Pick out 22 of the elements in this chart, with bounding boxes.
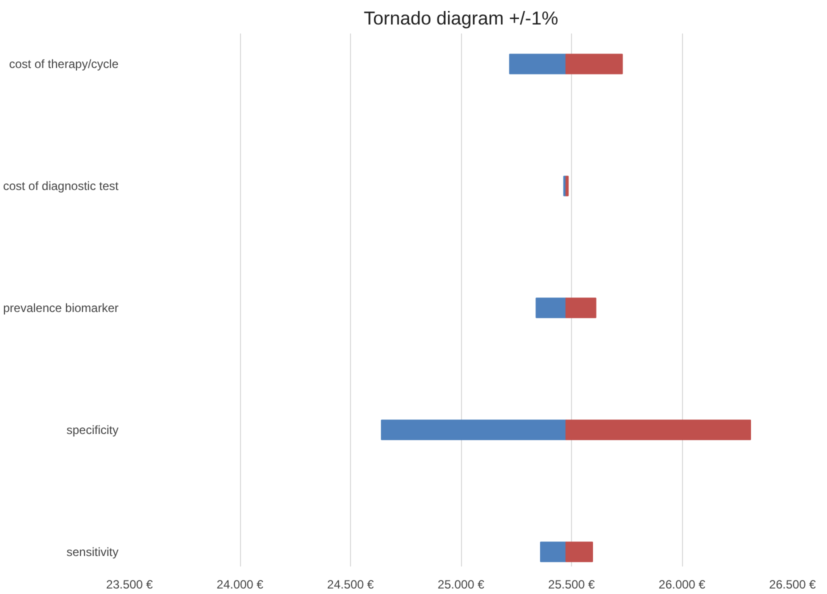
x-tick-label: 26.000 €: [658, 578, 706, 592]
bar: [565, 54, 623, 74]
bar: [565, 542, 593, 562]
bar: [565, 176, 569, 196]
bar: [565, 420, 752, 440]
bar: [540, 542, 566, 562]
x-tick-label: 24.500 €: [327, 578, 374, 592]
y-tick-label: cost of therapy/cycle: [9, 56, 119, 71]
y-tick-label: prevalence biomarker: [3, 300, 119, 315]
chart-title: Tornado diagram +/-1%: [364, 8, 558, 28]
bar: [565, 298, 596, 318]
bar: [380, 420, 566, 440]
bar: [536, 298, 566, 318]
x-tick-label: 24.000 €: [216, 578, 264, 592]
bar: [509, 54, 566, 74]
y-tick-label: cost of diagnostic test: [3, 178, 120, 193]
x-tick-label: 26.500 €: [769, 578, 816, 592]
y-tick-label: specificity: [66, 422, 118, 437]
y-tick-label: sensitivity: [66, 544, 118, 559]
x-tick-label: 25.000 €: [438, 578, 485, 592]
x-tick-label: 25.500 €: [548, 578, 596, 592]
x-tick-label: 23.500 €: [106, 578, 154, 592]
